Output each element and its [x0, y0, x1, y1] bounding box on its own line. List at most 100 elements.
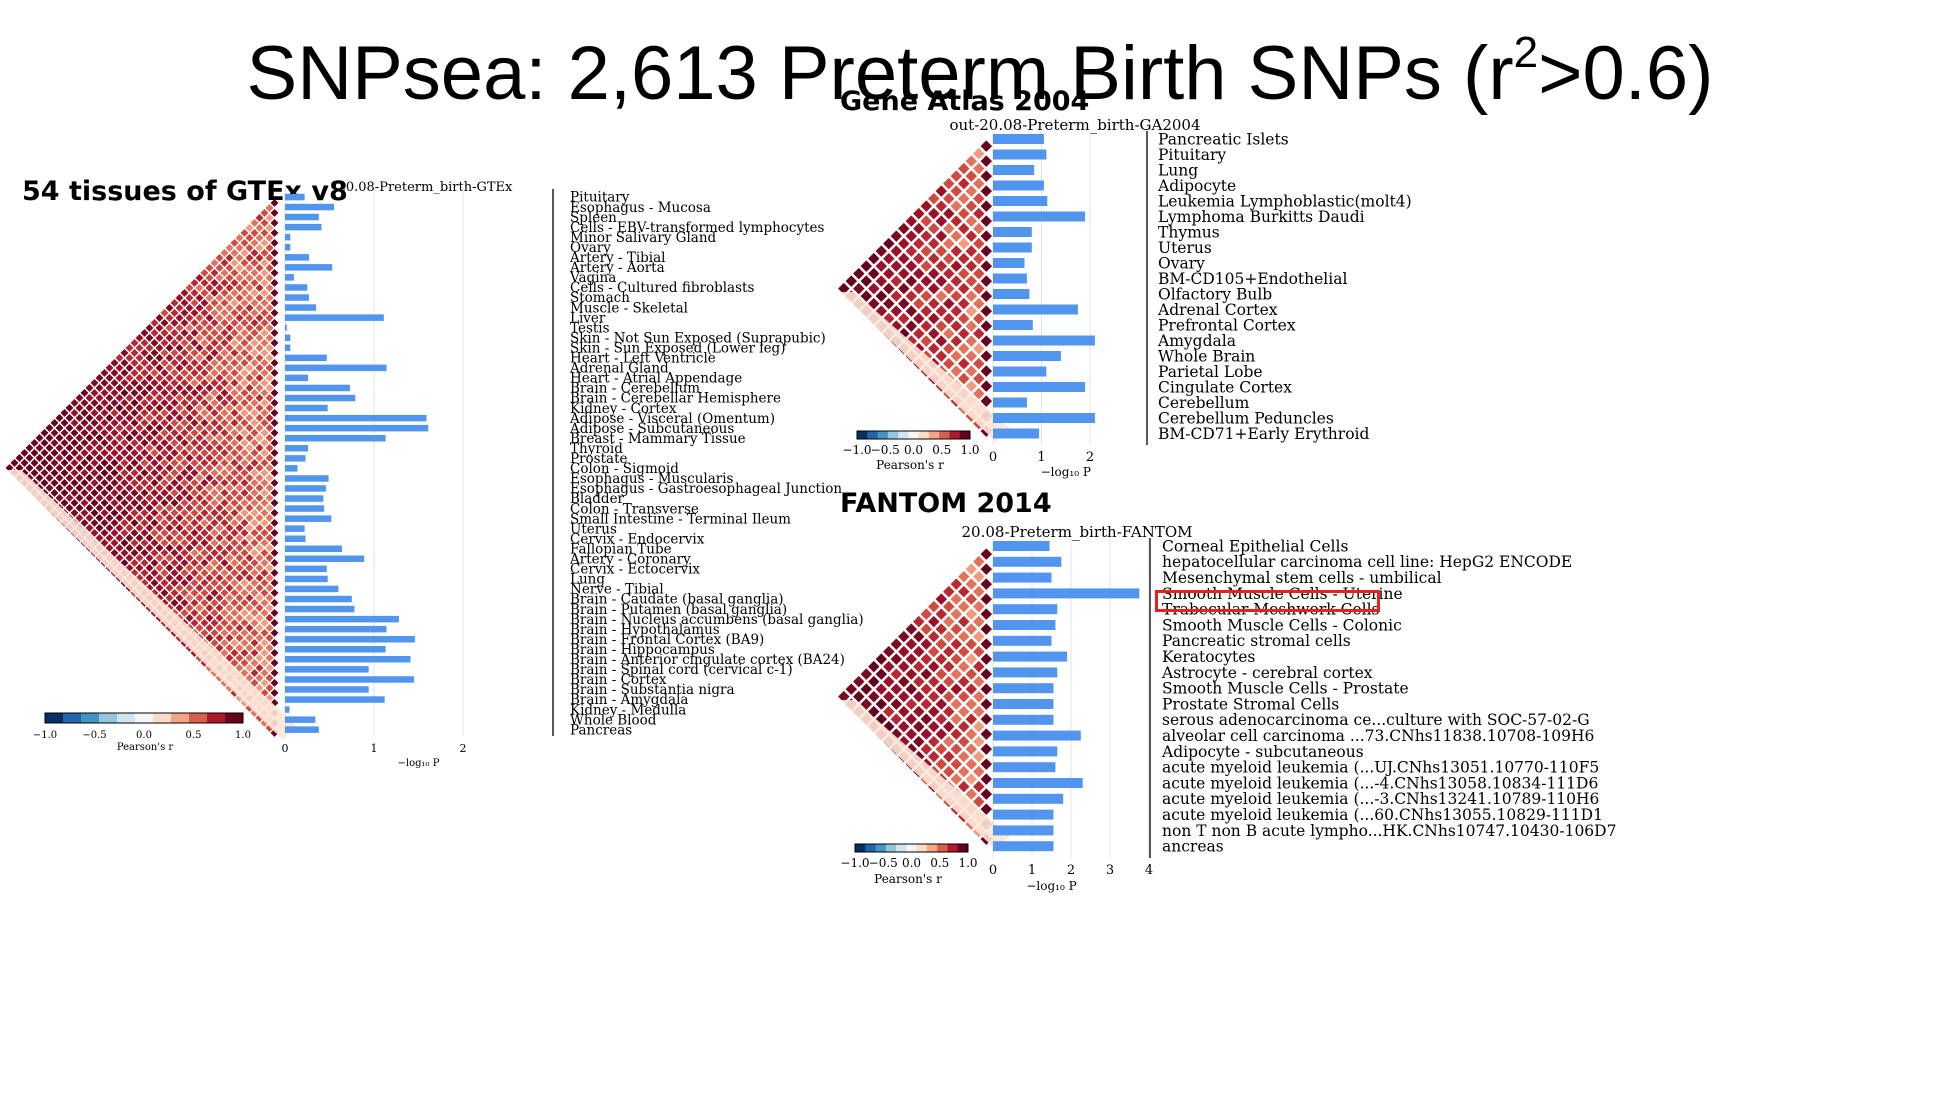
gtex-heatmap-cell	[260, 348, 269, 357]
gene-atlas-heatmap-cell	[973, 312, 985, 325]
gene-atlas-heatmap-cell	[980, 155, 993, 167]
gtex-heatmap-cell	[180, 598, 189, 607]
gtex-heatmap-cell	[150, 458, 159, 467]
fantom-bar	[993, 620, 1056, 630]
gtex-heatmap-cell	[230, 288, 239, 297]
gtex-heatmap-cell	[205, 533, 214, 542]
gene-atlas-heatmap-cell	[838, 282, 850, 295]
gtex-heatmap-cell	[215, 503, 224, 512]
gene-atlas-colorbar-tick: −1.0	[842, 443, 871, 457]
gtex-heatmap-cell	[185, 333, 194, 342]
fantom-heatmap-cell	[965, 698, 978, 710]
gtex-bar	[285, 485, 326, 492]
gtex-heatmap-cell	[235, 543, 244, 552]
gtex-heatmap-cell	[135, 523, 144, 532]
gtex-heatmap-cell	[175, 573, 184, 582]
gtex-heatmap-cell	[50, 468, 59, 477]
gtex-heatmap-cell	[55, 433, 64, 442]
gtex-heatmap-cell	[250, 288, 259, 297]
gtex-heatmap-cell	[40, 428, 49, 437]
gtex-heatmap-cell	[160, 548, 169, 557]
gtex-heatmap-cell	[225, 493, 234, 502]
gtex-heatmap-cell	[190, 478, 199, 487]
gtex-heatmap-cell	[190, 588, 199, 597]
gtex-heatmap-cell	[135, 463, 144, 472]
gene-atlas-heatmap-cell	[875, 275, 888, 287]
fantom-heatmap-cell	[950, 593, 963, 605]
fantom-heatmap-cell	[958, 690, 970, 703]
gtex-heatmap-cell	[105, 373, 114, 382]
gtex-heatmap-cell	[110, 438, 119, 447]
gtex-heatmap-cell	[250, 618, 259, 627]
fantom-heatmap-cell	[868, 690, 880, 703]
gtex-heatmap-cell	[165, 533, 174, 542]
fantom-heatmap-cell	[973, 675, 985, 688]
gtex-heatmap-cell	[185, 413, 194, 422]
gtex-heatmap-cell	[135, 563, 144, 572]
gtex-heatmap-cell	[50, 428, 59, 437]
gene-atlas-heatmap-cell	[958, 162, 970, 175]
gtex-heatmap-cell	[200, 498, 209, 507]
gtex-heatmap-cell	[250, 468, 259, 477]
gtex-heatmap-cell	[40, 478, 49, 487]
fantom-heatmap-cell	[943, 600, 955, 613]
gtex-heatmap-cell	[180, 478, 189, 487]
gtex-heatmap-cell	[215, 263, 224, 272]
gene-atlas-bar	[993, 320, 1033, 330]
gtex-bar	[285, 314, 384, 321]
gtex-heatmap-cell	[105, 493, 114, 502]
gene-atlas-colorbar-swatch	[918, 431, 930, 439]
gtex-category-label: Pancreas	[570, 722, 632, 738]
fantom-category-label: non T non B acute lympho...HK.CNhs10747.…	[1162, 822, 1616, 840]
gene-atlas-bar	[993, 211, 1086, 222]
gtex-heatmap-cell	[210, 258, 219, 267]
gene-atlas-colorbar-label: Pearson's r	[876, 458, 944, 472]
fantom-bar	[993, 667, 1058, 678]
gtex-heatmap-cell	[270, 498, 279, 507]
gene-atlas-heatmap-cell	[860, 260, 873, 272]
fantom-bar	[993, 746, 1058, 757]
gtex-heatmap-cell	[145, 393, 154, 402]
gtex-heatmap-cell	[265, 563, 274, 572]
gtex-heatmap-cell	[205, 453, 214, 462]
gtex-heatmap-cell	[150, 548, 159, 557]
fantom-heatmap-cell	[935, 608, 948, 620]
gtex-heatmap-cell	[240, 378, 249, 387]
gtex-heatmap-cell	[150, 418, 159, 427]
gtex-heatmap-cell	[185, 353, 194, 362]
gtex-heatmap-cell	[265, 673, 274, 682]
gtex-heatmap-cell	[240, 648, 249, 657]
gtex-heatmap-cell	[135, 443, 144, 452]
gtex-heatmap-cell	[210, 578, 219, 587]
gtex-heatmap-cell	[200, 508, 209, 517]
fantom-heatmap-cell	[928, 660, 940, 673]
gene-atlas-heatmap-cell	[860, 290, 873, 302]
gtex-category-label: Brain - Nucleus accumbens (basal ganglia…	[570, 612, 864, 628]
gtex-heatmap-cell	[175, 303, 184, 312]
fantom-heatmap-cell	[958, 615, 970, 628]
gtex-heatmap-cell	[230, 458, 239, 467]
gtex-heatmap-cell	[230, 238, 239, 247]
fantom-heatmap-cell	[928, 735, 940, 748]
gtex-heatmap-strip	[7, 470, 297, 740]
gtex-heatmap-cell	[55, 413, 64, 422]
gene-atlas-heatmap-cell	[980, 275, 993, 287]
gtex-heatmap-cell	[225, 533, 234, 542]
gtex-heatmap-cell	[170, 548, 179, 557]
gtex-heatmap-cell	[245, 663, 254, 672]
gtex-heatmap-cell	[140, 328, 149, 337]
gtex-heatmap-cell	[135, 333, 144, 342]
gtex-heatmap-cell	[155, 443, 164, 452]
gtex-heatmap-cell	[260, 368, 269, 377]
gtex-heatmap-cell	[220, 538, 229, 547]
gtex-heatmap-cell	[230, 538, 239, 547]
gene-atlas-category-label: Uterus	[1158, 239, 1212, 257]
gtex-heatmap-cell	[255, 523, 264, 532]
fantom-heatmap-cell	[980, 653, 993, 665]
gtex-heatmap-cell	[160, 318, 169, 327]
gtex-heatmap-cell	[225, 603, 234, 612]
fantom-heatmap-cell	[898, 630, 910, 643]
gtex-heatmap-cell	[260, 648, 269, 657]
gtex-heatmap-cell	[175, 603, 184, 612]
